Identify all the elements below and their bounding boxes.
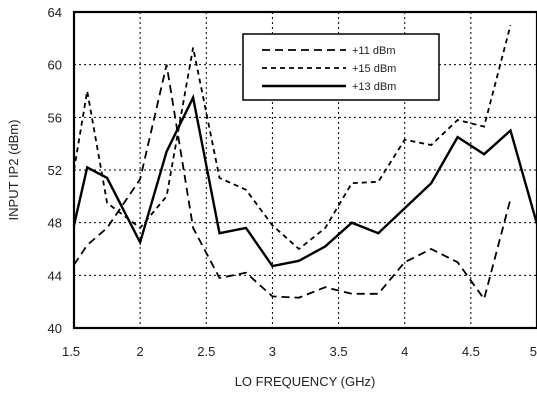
- y-tick-label: 56: [48, 110, 62, 125]
- legend: +11 dBm +15 dBm +13 dBm: [242, 33, 440, 101]
- legend-label: +13 dBm: [352, 81, 396, 93]
- series-line-11-dbm: [73, 64, 512, 302]
- legend-label: +15 dBm: [352, 63, 396, 75]
- legend-box: [242, 33, 440, 101]
- grid-lines: [74, 12, 537, 328]
- y-tick-label: 60: [48, 58, 62, 73]
- x-tick-label: 3.5: [330, 344, 348, 359]
- x-tick-label: 3: [269, 344, 276, 359]
- legend-label: +11 dBm: [352, 45, 396, 57]
- series-line-13-dbm: [72, 93, 537, 268]
- x-tick-label: 2: [137, 344, 144, 359]
- y-axis-title: INPUT IP2 (dBm): [6, 120, 21, 221]
- plot-frame: [72, 10, 537, 330]
- y-tick-label: 40: [48, 321, 62, 336]
- y-tick-label: 48: [48, 216, 62, 231]
- x-tick-label: 2.5: [197, 344, 215, 359]
- x-tick-label: 4.5: [462, 344, 480, 359]
- x-tick-label: 5: [530, 344, 537, 359]
- x-axis-title: LO FREQUENCY (GHz): [235, 374, 376, 389]
- x-tick-label: 4: [401, 344, 408, 359]
- y-tick-label: 44: [48, 268, 62, 283]
- y-tick-label: 64: [48, 5, 62, 20]
- y-tick-label: 52: [48, 163, 62, 178]
- x-tick-labels: 1.5 2 2.5 3 3.5 4 4.5 5: [62, 344, 537, 359]
- series-lines: [72, 24, 537, 302]
- y-tick-labels: 40 44 48 52 56 60 64: [48, 5, 62, 336]
- series-line-15-dbm: [73, 24, 512, 251]
- x-tick-label: 1.5: [62, 344, 80, 359]
